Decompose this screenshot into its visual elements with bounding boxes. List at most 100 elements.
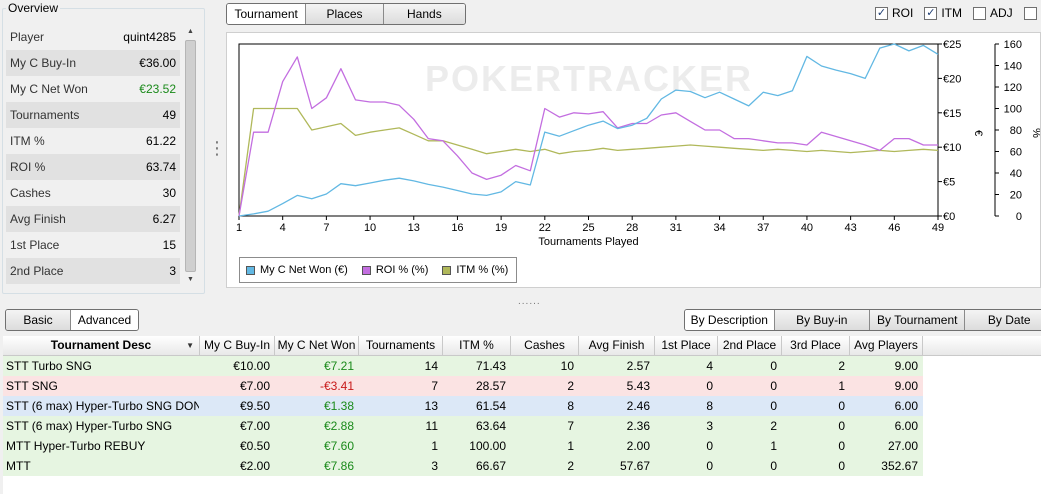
y-left-tick-label: €0	[943, 211, 955, 223]
scroll-down-icon[interactable]: ▼	[187, 276, 194, 283]
table-cell: 28.57	[475, 379, 506, 393]
tab-advanced[interactable]: Advanced	[71, 310, 138, 330]
table-cell: 0	[770, 359, 777, 373]
overview-row: Tournaments 49	[6, 102, 180, 128]
table-row[interactable]: STT SNG €7.00 -€3.41 7 28.57 2 5.43 0 0 1 9.00	[3, 376, 923, 396]
column-header-label: ITM %	[459, 338, 494, 352]
table-cell: €7.00	[239, 419, 270, 433]
table-cell: €2.00	[239, 459, 270, 473]
y-right-tick-label: 140	[1004, 61, 1022, 73]
y-left-axis-label: €	[972, 130, 984, 136]
table-cell: €7.21	[323, 359, 354, 373]
tab-by-tournament[interactable]: By Tournament	[870, 310, 966, 330]
column-header[interactable]: Cashes	[511, 336, 579, 356]
table-cell: €9.50	[239, 399, 270, 413]
checkbox-adj[interactable]: ADJ	[973, 6, 1013, 20]
table-header: Tournament Desc ▼ My C Buy-In My C Net Won T…	[3, 336, 1041, 356]
table-cell: 66.67	[475, 459, 506, 473]
overview-row-label: 2nd Place	[10, 264, 64, 278]
table-row[interactable]: STT Turbo SNG €10.00 €7.21 14 71.43 10 2.57 4 0 2…	[3, 356, 923, 376]
overview-row-value: 30	[162, 186, 176, 200]
checkbox-b[interactable]: B	[1023, 6, 1041, 20]
column-header[interactable]: Tournament Desc ▼	[3, 336, 200, 356]
tab-tournament[interactable]: Tournament	[227, 4, 307, 24]
table-cell: MTT	[6, 459, 31, 473]
table-row[interactable]: STT (6 max) Hyper-Turbo SNG €7.00 €2.88 11 6…	[3, 416, 923, 436]
stats-mode-tabs: Basic Advanced	[5, 309, 139, 331]
tab-by-buy-in[interactable]: By Buy-in	[774, 310, 870, 330]
overview-row-value: 15	[162, 238, 176, 252]
table-cell: 352.67	[881, 459, 918, 473]
horizontal-splitter-grip[interactable]: ......	[518, 296, 541, 307]
checkbox-checked-icon[interactable]: ✓	[924, 6, 938, 20]
legend-item: My C Net Won (€)	[246, 264, 348, 276]
overview-row-value: 3	[169, 264, 176, 278]
x-tick-label: 4	[280, 222, 286, 234]
overview-row-value: 49	[162, 108, 176, 122]
tab-by-description[interactable]: By Description	[685, 310, 775, 330]
sort-desc-icon[interactable]: ▼	[186, 341, 194, 350]
tab-by-date[interactable]: By Date	[965, 310, 1041, 330]
tab-places[interactable]: Places	[306, 4, 384, 24]
overview-row-label: ROI %	[10, 160, 46, 174]
column-header[interactable]: My C Net Won	[275, 336, 359, 356]
table-cell: 61.54	[475, 399, 506, 413]
table-cell: 2.57	[626, 359, 650, 373]
overview-row-value: quint4285	[123, 30, 176, 44]
overview-row: My C Buy-In €36.00	[6, 50, 180, 76]
table-cell: STT (6 max) Hyper-Turbo SNG DON	[6, 399, 200, 413]
table-row[interactable]: STT (6 max) Hyper-Turbo SNG DON €9.50 €1.3…	[3, 396, 923, 416]
checkbox-empty-icon[interactable]	[973, 6, 987, 20]
table-cell: -€3.41	[319, 379, 354, 393]
table-cell: 10	[560, 359, 574, 373]
scrollbar-thumb[interactable]	[185, 40, 196, 272]
column-header[interactable]: ITM %	[443, 336, 511, 356]
table-cell: 0	[838, 419, 845, 433]
table-cell: 1	[838, 379, 845, 393]
column-header-label: Tournaments	[365, 338, 436, 352]
table-cell: 6.00	[894, 419, 918, 433]
vertical-splitter-grip[interactable]: ⋮	[208, 135, 226, 161]
table-cell: 0	[770, 379, 777, 393]
x-tick-label: 37	[757, 222, 769, 234]
overview-scrollbar[interactable]: ▲ ▼	[184, 26, 197, 288]
overview-row: My C Net Won €23.52	[6, 76, 180, 102]
table-row[interactable]: MTT €2.00 €7.86 3 66.67 2 57.67 0 0 0 352.67	[3, 456, 923, 476]
x-tick-label: 16	[451, 222, 463, 234]
overview-row: ITM % 61.22	[6, 128, 180, 154]
table-cell: 9.00	[894, 359, 918, 373]
tab-hands[interactable]: Hands	[383, 4, 465, 24]
table-cell: 1	[770, 439, 777, 453]
table-cell: 0	[838, 459, 845, 473]
table-cell: 0	[838, 439, 845, 453]
overview-panel: Overview Player quint4285 My C Buy-In €36.0…	[0, 0, 207, 296]
column-header[interactable]: 2nd Place	[718, 336, 782, 356]
column-header[interactable]: My C Buy-In	[200, 336, 275, 356]
tab-basic[interactable]: Basic	[6, 310, 72, 330]
scroll-up-icon[interactable]: ▲	[187, 28, 194, 35]
column-header[interactable]: 3rd Place	[782, 336, 850, 356]
overview-row: Cashes 30	[6, 180, 180, 206]
column-header[interactable]: Tournaments	[359, 336, 443, 356]
column-header-label: My C Net Won	[277, 338, 356, 352]
table-cell: STT SNG	[6, 379, 58, 393]
y-right-tick-label: 60	[1010, 147, 1022, 159]
checkbox-empty-icon[interactable]	[1023, 6, 1037, 20]
table-cell: 8	[567, 399, 574, 413]
splitter-grip-icon: ⋮	[208, 138, 226, 158]
column-header[interactable]: Avg Players	[850, 336, 923, 356]
x-tick-label: 22	[539, 222, 551, 234]
table-cell: 1	[431, 439, 438, 453]
column-header[interactable]: 1st Place	[655, 336, 718, 356]
x-tick-label: 40	[801, 222, 813, 234]
checkbox-checked-icon[interactable]: ✓	[875, 6, 888, 20]
x-tick-label: 19	[495, 222, 507, 234]
checkbox-itm[interactable]: ✓ ITM	[924, 6, 962, 20]
table-row[interactable]: MTT Hyper-Turbo REBUY €0.50 €7.60 1 100.00 1 2…	[3, 436, 923, 456]
overview-row-value: €23.52	[139, 82, 176, 96]
checkbox-roi[interactable]: ✓ ROI	[875, 6, 913, 20]
column-header[interactable]: Avg Finish	[579, 336, 655, 356]
grouping-tabs: By Description By Buy-in By Tournament B…	[684, 309, 1041, 331]
table-cell: 6.00	[894, 399, 918, 413]
table-cell: MTT Hyper-Turbo REBUY	[6, 439, 146, 453]
